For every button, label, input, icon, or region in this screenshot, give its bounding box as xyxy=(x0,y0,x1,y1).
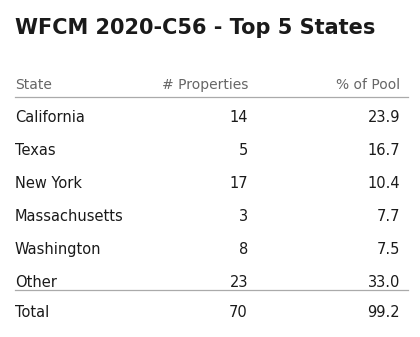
Text: 23.9: 23.9 xyxy=(368,110,400,125)
Text: # Properties: # Properties xyxy=(162,78,248,92)
Text: Washington: Washington xyxy=(15,242,102,257)
Text: 7.7: 7.7 xyxy=(376,209,400,224)
Text: % of Pool: % of Pool xyxy=(336,78,400,92)
Text: New York: New York xyxy=(15,176,82,191)
Text: 14: 14 xyxy=(229,110,248,125)
Text: State: State xyxy=(15,78,52,92)
Text: 16.7: 16.7 xyxy=(368,143,400,158)
Text: Other: Other xyxy=(15,275,57,290)
Text: California: California xyxy=(15,110,85,125)
Text: 33.0: 33.0 xyxy=(368,275,400,290)
Text: 7.5: 7.5 xyxy=(377,242,400,257)
Text: 10.4: 10.4 xyxy=(368,176,400,191)
Text: 70: 70 xyxy=(229,305,248,320)
Text: 23: 23 xyxy=(229,275,248,290)
Text: 5: 5 xyxy=(239,143,248,158)
Text: Texas: Texas xyxy=(15,143,55,158)
Text: 8: 8 xyxy=(239,242,248,257)
Text: Massachusetts: Massachusetts xyxy=(15,209,124,224)
Text: WFCM 2020-C56 - Top 5 States: WFCM 2020-C56 - Top 5 States xyxy=(15,18,375,38)
Text: Total: Total xyxy=(15,305,49,320)
Text: 99.2: 99.2 xyxy=(368,305,400,320)
Text: 17: 17 xyxy=(229,176,248,191)
Text: 3: 3 xyxy=(239,209,248,224)
